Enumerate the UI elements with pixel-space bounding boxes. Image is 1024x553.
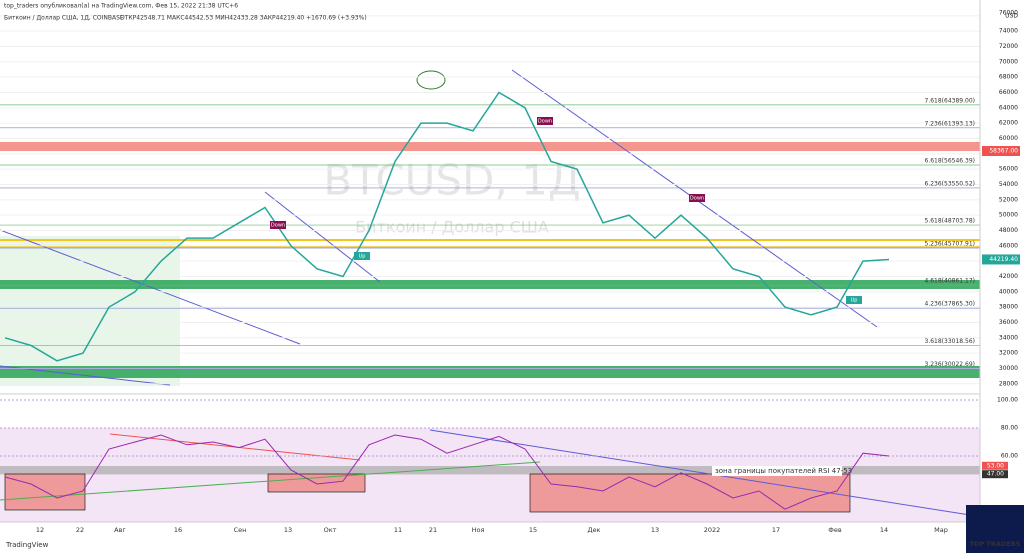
x-tick-label: 15 bbox=[529, 526, 537, 534]
x-tick-label: 14 bbox=[880, 526, 888, 534]
rsi-trendline bbox=[0, 461, 541, 501]
rsi-band-tag bbox=[982, 461, 1008, 470]
x-tick-label: Фев bbox=[828, 526, 842, 534]
x-tick-label: Окт bbox=[324, 526, 337, 534]
symbol: Биткоин / Доллар США, 1Д, COINBASE bbox=[4, 15, 124, 22]
y-tick-label: 30000 bbox=[999, 365, 1018, 372]
watermark-ticker: BTCUSD, 1Д bbox=[323, 156, 580, 205]
price-tag-label: 58367.00 bbox=[989, 148, 1018, 155]
logo: TradingView bbox=[5, 541, 49, 549]
y-tick-label: 52000 bbox=[999, 196, 1018, 203]
rsi-tick-label: 80.00 bbox=[1001, 425, 1018, 432]
y-tick-label: 70000 bbox=[999, 58, 1018, 65]
y-tick-label: 72000 bbox=[999, 43, 1018, 50]
rsi-zone bbox=[267, 473, 366, 493]
x-tick-label: 11 bbox=[394, 526, 402, 534]
rsi-tick-label: 60.00 bbox=[1001, 453, 1018, 460]
ohlc: ОТКР42548.71 МАКС44542.53 МИН42433.28 ЗА… bbox=[120, 15, 367, 22]
y-tick-label: 48000 bbox=[999, 227, 1018, 234]
signal-label: Up bbox=[851, 298, 858, 304]
x-tick-label: 22 bbox=[76, 526, 84, 534]
x-tick-label: 17 bbox=[772, 526, 780, 534]
x-tick-label: 12 bbox=[36, 526, 44, 534]
signal-box bbox=[846, 296, 862, 304]
y-tick-label: 66000 bbox=[999, 89, 1018, 96]
x-tick-label: Мар bbox=[934, 526, 948, 534]
support-zone bbox=[0, 366, 980, 378]
watermark-name: Биткоин / Доллар США bbox=[355, 218, 549, 237]
signal-label: Down bbox=[538, 119, 552, 125]
x-tick-label: 2022 bbox=[704, 526, 721, 534]
rsi-tick-label: 100.00 bbox=[997, 397, 1018, 404]
rsi-band-tag bbox=[982, 470, 1008, 479]
price-tag bbox=[982, 146, 1020, 157]
axis-unit: USD bbox=[1005, 13, 1018, 20]
fib-label: 4.236(37865.30) bbox=[925, 301, 976, 308]
signal-label: Down bbox=[271, 223, 285, 229]
rsi-line bbox=[4, 434, 890, 510]
rsi-trendline bbox=[429, 429, 971, 516]
y-tick-label: 76000 bbox=[999, 9, 1018, 16]
support-zone bbox=[0, 280, 980, 289]
x-tick-label: Авг bbox=[114, 526, 126, 534]
highlight-zone bbox=[0, 236, 180, 386]
brand-badge bbox=[966, 505, 1024, 553]
rsi-band-label: 47.00 bbox=[987, 471, 1004, 478]
fib-label: 7.618(64389.00) bbox=[925, 97, 976, 104]
fib-label: 3.236(30022.69) bbox=[925, 361, 976, 368]
signal-box bbox=[354, 252, 370, 260]
y-tick-label: 74000 bbox=[999, 28, 1018, 35]
rsi-zone bbox=[529, 473, 851, 513]
y-tick-label: 32000 bbox=[999, 350, 1018, 357]
y-tick-label: 64000 bbox=[999, 104, 1018, 111]
y-tick-label: 40000 bbox=[999, 288, 1018, 295]
brand: TOP TRADERS bbox=[970, 540, 1021, 548]
x-tick-label: Дек bbox=[587, 526, 600, 534]
x-tick-label: 13 bbox=[284, 526, 292, 534]
trendline bbox=[0, 229, 301, 345]
price-line bbox=[4, 91, 890, 362]
fib-label: 4.618(40861.17) bbox=[925, 278, 976, 285]
y-tick-label: 56000 bbox=[999, 166, 1018, 173]
trendline bbox=[0, 365, 171, 386]
price-tag-label: 44219.40 bbox=[989, 256, 1018, 263]
x-tick-label: 13 bbox=[651, 526, 659, 534]
highlight-circle bbox=[416, 70, 446, 90]
resistance-zone bbox=[0, 142, 980, 151]
y-tick-label: 60000 bbox=[999, 135, 1018, 142]
y-tick-label: 34000 bbox=[999, 334, 1018, 341]
byline: top_traders опубликовал(а) на TradingVie… bbox=[4, 3, 238, 10]
fib-label: 6.236(53550.52) bbox=[925, 180, 976, 187]
y-tick-label: 54000 bbox=[999, 181, 1018, 188]
signal-box bbox=[689, 194, 705, 202]
fib-label: 6.618(56546.39) bbox=[925, 157, 976, 164]
annotation-box bbox=[712, 466, 842, 476]
y-tick-label: 46000 bbox=[999, 242, 1018, 249]
rsi-annotation: зона границы покупателей RSI 47-53 bbox=[715, 467, 852, 475]
x-tick-label: Сен bbox=[234, 526, 247, 534]
signal-label: Up bbox=[359, 254, 366, 260]
signal-label: Down bbox=[690, 196, 704, 202]
fib-label: 3.618(33018.56) bbox=[925, 338, 976, 345]
x-tick-label: Ноя bbox=[472, 526, 485, 534]
y-tick-label: 38000 bbox=[999, 304, 1018, 311]
fib-label: 5.618(48703.78) bbox=[925, 218, 976, 225]
signal-box bbox=[537, 117, 553, 125]
rsi-band bbox=[0, 466, 980, 475]
fib-label: 7.236(61393.13) bbox=[925, 120, 976, 127]
x-tick-label: 16 bbox=[174, 526, 182, 534]
y-tick-label: 62000 bbox=[999, 120, 1018, 127]
trendline bbox=[264, 191, 381, 283]
price-tag bbox=[982, 254, 1020, 265]
y-tick-label: 36000 bbox=[999, 319, 1018, 326]
rsi-band-label: 53.00 bbox=[987, 462, 1004, 469]
x-tick-label: 21 bbox=[429, 526, 437, 534]
y-tick-label: 28000 bbox=[999, 380, 1018, 387]
y-tick-label: 42000 bbox=[999, 273, 1018, 280]
y-tick-label: 68000 bbox=[999, 74, 1018, 81]
signal-box bbox=[270, 221, 286, 229]
fib-label: 5.236(45707.91) bbox=[925, 241, 976, 248]
y-tick-label: 50000 bbox=[999, 212, 1018, 219]
